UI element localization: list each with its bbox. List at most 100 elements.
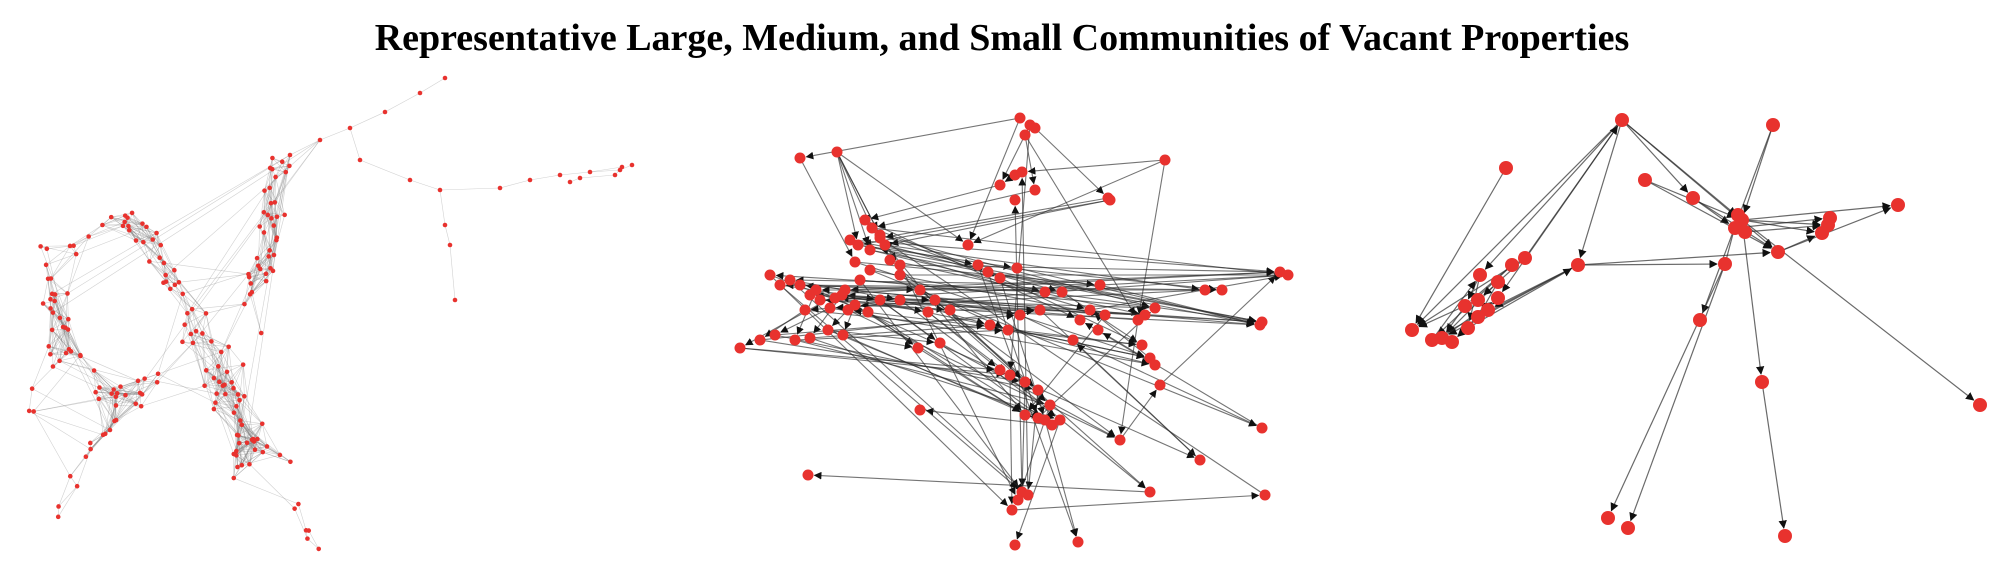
graph-edge	[29, 410, 91, 450]
graph-edge	[205, 370, 215, 410]
graph-edge	[307, 538, 319, 550]
graph-edge	[51, 293, 68, 331]
graph-edge	[1741, 219, 1821, 229]
graph-edge	[259, 226, 269, 257]
graph-node	[161, 280, 166, 286]
graph-edge	[202, 333, 207, 371]
graph-node	[211, 406, 217, 412]
graph-edge	[216, 366, 219, 394]
graph-node	[852, 239, 864, 251]
graph-node	[844, 234, 856, 246]
graph-edge	[192, 342, 229, 348]
graph-edge	[70, 448, 91, 477]
graph-edge	[259, 256, 269, 270]
graph-node	[1615, 113, 1629, 127]
graph-edge	[259, 190, 265, 227]
graph-edge	[233, 412, 258, 440]
graph-node	[238, 418, 243, 423]
graph-edge	[163, 262, 167, 282]
graph-edge	[270, 169, 273, 204]
graph-edge	[216, 387, 234, 394]
graph-edge	[111, 216, 124, 227]
graph-edge	[205, 313, 226, 395]
graph-node	[55, 514, 61, 520]
graph-node	[270, 155, 275, 161]
graph-node	[158, 242, 164, 248]
graph-edge	[33, 411, 71, 477]
graph-node	[209, 339, 214, 344]
graph-node	[754, 334, 766, 346]
graph-edge	[125, 378, 145, 396]
graph-edge	[206, 370, 234, 389]
graph-edge	[269, 187, 285, 216]
graph-edge	[50, 327, 66, 355]
graph-node	[142, 376, 147, 381]
graph-node	[822, 324, 834, 336]
graph-node	[264, 444, 270, 449]
graph-edge	[219, 346, 229, 382]
graph-edge	[192, 308, 207, 314]
graph-node	[279, 159, 285, 165]
graph-edge	[62, 326, 70, 350]
graph-edge	[90, 403, 136, 450]
graph-edge	[499, 179, 531, 189]
graph-edge	[141, 382, 158, 395]
graph-edge	[233, 464, 250, 479]
graph-node	[1149, 359, 1161, 371]
graph-edge	[125, 392, 141, 396]
graph-node	[944, 304, 956, 316]
graph-edge	[877, 189, 1036, 229]
graph-edge	[85, 434, 104, 457]
graph-edge	[249, 438, 258, 465]
graph-edge	[244, 273, 267, 305]
graph-node	[29, 386, 35, 391]
graph-node	[1136, 339, 1148, 351]
graph-edge	[47, 278, 51, 300]
graph-edge	[999, 369, 1146, 489]
graph-edge	[156, 232, 175, 271]
graph-edge	[589, 169, 621, 173]
graph-edge	[1028, 314, 1106, 411]
graph-edge	[159, 257, 167, 282]
graph-edge	[141, 385, 205, 407]
graph-edge	[1024, 134, 1037, 185]
graph-edge	[294, 508, 308, 539]
graph-edge	[149, 261, 164, 264]
graph-node	[347, 125, 353, 131]
graph-edge	[52, 366, 112, 394]
graph-node	[1638, 173, 1652, 187]
graph-node	[854, 274, 866, 286]
graph-edge	[859, 279, 1019, 488]
graph-edge	[249, 270, 274, 278]
graph-node	[260, 449, 266, 455]
graph-edge	[156, 342, 194, 383]
graph-edge	[236, 423, 263, 436]
graph-node	[382, 109, 388, 115]
graph-edge	[259, 212, 265, 227]
graph-edge	[187, 313, 192, 335]
graph-edge	[139, 378, 145, 394]
graph-node	[1072, 536, 1084, 548]
graph-edge	[1089, 273, 1283, 311]
graph-node	[182, 322, 187, 327]
graph-edge	[131, 212, 143, 224]
graph-node	[268, 200, 274, 206]
graph-edge	[80, 355, 118, 394]
graph-edge	[76, 226, 147, 255]
graph-edge	[111, 212, 133, 218]
graph-node	[67, 243, 73, 249]
graph-node	[91, 368, 97, 373]
graph-node	[557, 172, 563, 178]
graph-edge	[195, 313, 207, 332]
graph-edge	[102, 405, 117, 435]
graph-edge	[205, 313, 212, 342]
graph-node	[252, 447, 258, 453]
graph-edge	[274, 154, 291, 203]
graph-edge	[127, 217, 143, 224]
graph-node	[287, 152, 293, 158]
figure-title: Representative Large, Medium, and Small …	[374, 17, 1630, 59]
graph-edge	[31, 346, 50, 389]
graph-node	[137, 390, 143, 396]
graph-node	[1199, 284, 1211, 296]
graph-edge	[249, 154, 291, 295]
